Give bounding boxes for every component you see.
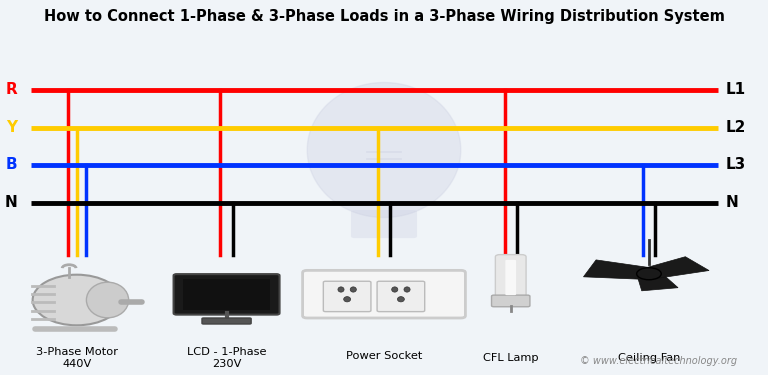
FancyBboxPatch shape	[174, 274, 280, 315]
Text: 3-Phase Motor
440V: 3-Phase Motor 440V	[36, 347, 118, 369]
Ellipse shape	[404, 287, 410, 292]
Ellipse shape	[392, 287, 398, 292]
Circle shape	[637, 268, 661, 280]
FancyBboxPatch shape	[505, 260, 516, 295]
Text: N: N	[4, 195, 17, 210]
FancyBboxPatch shape	[323, 281, 371, 312]
Ellipse shape	[338, 287, 344, 292]
Text: CFL Lamp: CFL Lamp	[483, 353, 538, 363]
Ellipse shape	[33, 274, 121, 325]
Text: R: R	[5, 82, 17, 98]
Text: How to Connect 1-Phase & 3-Phase Loads in a 3-Phase Wiring Distribution System: How to Connect 1-Phase & 3-Phase Loads i…	[44, 9, 724, 24]
Text: Y: Y	[6, 120, 17, 135]
Ellipse shape	[350, 287, 356, 292]
Polygon shape	[584, 260, 653, 279]
Polygon shape	[307, 82, 461, 218]
Ellipse shape	[344, 297, 350, 302]
Text: N: N	[726, 195, 739, 210]
Text: L3: L3	[726, 158, 746, 172]
Polygon shape	[641, 257, 709, 278]
FancyBboxPatch shape	[377, 281, 425, 312]
FancyBboxPatch shape	[351, 210, 417, 238]
Text: © www.electricaltechnology.org: © www.electricaltechnology.org	[580, 356, 737, 366]
Ellipse shape	[398, 297, 405, 302]
FancyBboxPatch shape	[492, 295, 530, 307]
Text: L1: L1	[726, 82, 746, 98]
FancyBboxPatch shape	[183, 279, 270, 310]
Ellipse shape	[86, 282, 129, 318]
Text: LCD - 1-Phase
230V: LCD - 1-Phase 230V	[187, 347, 266, 369]
FancyBboxPatch shape	[495, 255, 526, 300]
Text: Power Socket: Power Socket	[346, 351, 422, 361]
Text: Ceiling Fan: Ceiling Fan	[617, 353, 680, 363]
Text: L2: L2	[726, 120, 746, 135]
Polygon shape	[637, 273, 678, 291]
Text: B: B	[5, 158, 17, 172]
FancyBboxPatch shape	[303, 270, 465, 318]
FancyBboxPatch shape	[202, 318, 251, 324]
